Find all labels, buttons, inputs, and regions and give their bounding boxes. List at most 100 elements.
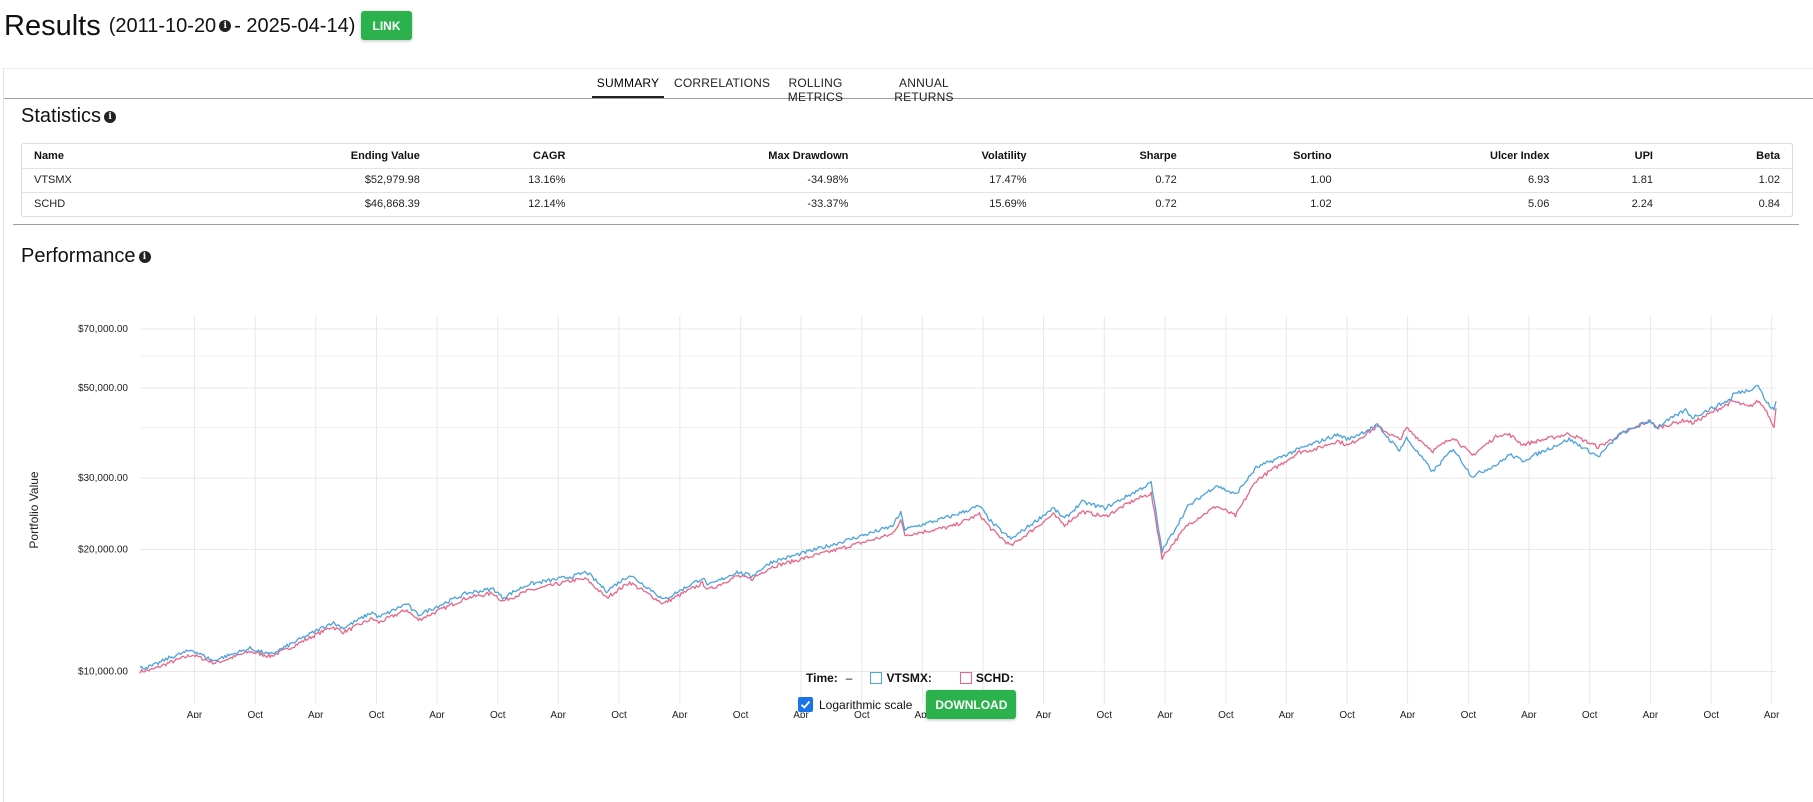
x-tick-label: Oct — [1218, 710, 1234, 718]
series-line-vtsmx — [139, 384, 1777, 670]
results-header: Results (2011-10-20 i - 2025-04-14) — [4, 8, 355, 44]
x-tick-label: Apr — [1157, 710, 1173, 718]
statistics-table: Name Ending Value CAGR Max Drawdown Vola… — [21, 143, 1793, 217]
results-card: SUMMARY CORRELATIONS ROLLING METRICS ANN… — [3, 68, 1813, 802]
x-tick-label: Apr — [187, 710, 203, 718]
download-button[interactable]: DOWNLOAD — [926, 690, 1017, 719]
column-header[interactable]: Ulcer Index — [1343, 144, 1562, 169]
y-tick-label: $30,000.00 — [78, 473, 128, 484]
section-divider — [13, 224, 1799, 225]
x-tick-label: Apr — [550, 710, 566, 718]
chart-legend: Time: – VTSMX: SCHD: — [806, 671, 1042, 685]
x-tick-label: Oct — [1461, 710, 1477, 718]
column-header[interactable]: Ending Value — [196, 144, 432, 169]
table-cell: 0.72 — [1155, 198, 1177, 211]
column-header[interactable]: Name — [22, 144, 197, 169]
performance-heading: Performance i — [21, 245, 154, 268]
date-range-start: (2011-10-20 — [108, 14, 217, 37]
tab-correlations[interactable]: CORRELATIONS — [674, 76, 771, 90]
info-icon[interactable]: i — [104, 110, 117, 123]
table-cell: 0.72 — [1038, 168, 1189, 193]
legend-swatch — [870, 672, 883, 684]
x-tick-label: Oct — [611, 710, 627, 718]
tab-summary[interactable]: SUMMARY — [592, 76, 664, 98]
x-tick-label: Apr — [308, 710, 324, 718]
legend-item-vtsmx[interactable]: VTSMX: — [870, 671, 932, 685]
link-button[interactable]: LINK — [361, 11, 412, 40]
table-cell: -33.37% — [807, 198, 849, 211]
check-icon — [800, 700, 811, 709]
y-tick-label: $70,000.00 — [78, 324, 128, 335]
page-title: Results — [4, 9, 101, 42]
table-cell: $46,868.39 — [364, 198, 420, 211]
statistics-title: Statistics — [21, 105, 102, 127]
date-range: (2011-10-20 i - 2025-04-14) — [109, 15, 356, 38]
y-axis-label: Portfolio Value — [27, 471, 41, 548]
chart-controls: Logarithmic scale DOWNLOAD — [798, 690, 1017, 719]
table-cell: 12.14% — [528, 198, 566, 211]
column-header[interactable]: UPI — [1561, 144, 1665, 169]
table-cell: 1.81 — [1561, 168, 1665, 193]
table-cell: 15.69% — [989, 198, 1027, 211]
log-scale-checkbox[interactable] — [798, 697, 813, 712]
column-header[interactable]: Max Drawdown — [577, 144, 861, 169]
statistics-heading: Statistics i — [21, 105, 119, 128]
tab-rolling-metrics[interactable]: ROLLING METRICS — [787, 76, 844, 104]
x-tick-label: Oct — [490, 710, 506, 718]
x-tick-label: Apr — [1521, 710, 1537, 718]
chart-grid — [140, 316, 1776, 704]
column-header[interactable]: CAGR — [431, 144, 578, 169]
x-tick-label: Oct — [1582, 710, 1598, 718]
date-range-end: - 2025-04-14) — [234, 14, 356, 37]
y-tick-label: $20,000.00 — [78, 544, 128, 555]
legend-label: VTSMX: — [886, 671, 932, 685]
table-cell: 17.47% — [860, 168, 1039, 193]
table-cell: 6.93 — [1343, 168, 1562, 193]
table-cell: 0.84 — [1758, 198, 1780, 211]
column-header[interactable]: Sharpe — [1038, 144, 1189, 169]
x-tick-label: Apr — [1643, 710, 1659, 718]
x-tick-label: Oct — [854, 710, 870, 718]
y-tick-label: $10,000.00 — [78, 666, 128, 677]
performance-title: Performance — [21, 245, 136, 267]
info-icon[interactable]: i — [138, 250, 151, 263]
x-tick-label: Apr — [1764, 710, 1780, 718]
table-cell: 1.02 — [1664, 168, 1792, 193]
x-tick-label: Apr — [793, 710, 809, 718]
x-tick-label: Oct — [733, 710, 749, 718]
x-tick-label: Apr — [915, 710, 931, 718]
x-tick-label: Apr — [672, 710, 688, 718]
info-icon[interactable]: i — [219, 20, 232, 32]
legend-item-schd[interactable]: SCHD: — [959, 671, 1014, 685]
x-tick-label: Apr — [1400, 710, 1416, 718]
x-tick-label: Apr — [429, 710, 445, 718]
table-row: SCHD $46,868.39 12.14% -33.37% 15.69% 0.… — [22, 192, 1792, 216]
y-tick-label: $50,000.00 — [78, 383, 128, 394]
tab-bar: SUMMARY CORRELATIONS ROLLING METRICS ANN… — [4, 69, 1813, 104]
table-cell: 13.16% — [431, 168, 578, 193]
column-header[interactable]: Beta — [1664, 144, 1792, 169]
table-header-row: Name Ending Value CAGR Max Drawdown Vola… — [22, 144, 1792, 169]
table-cell: 2.24 — [1631, 198, 1653, 211]
column-header[interactable]: Sortino — [1188, 144, 1344, 169]
legend-time-value: – — [845, 671, 853, 685]
column-header[interactable]: Volatility — [860, 144, 1039, 169]
x-tick-label: Apr — [1036, 710, 1052, 718]
tab-annual-returns[interactable]: ANNUAL RETURNS — [894, 76, 954, 104]
table-cell: $52,979.98 — [196, 168, 432, 193]
table-cell: 1.02 — [1310, 198, 1332, 211]
x-tick-label: Apr — [1279, 710, 1295, 718]
x-tick-label: Oct — [1339, 710, 1355, 718]
table-cell: -34.98% — [577, 168, 861, 193]
performance-chart[interactable]: $10,000.00 $20,000.00 $30,000.00 $50,000.00… — [0, 248, 1813, 718]
series-line-schd — [139, 399, 1777, 674]
chart-series — [139, 384, 1777, 674]
table-cell: 1.00 — [1188, 168, 1344, 193]
x-tick-label: Oct — [369, 710, 385, 718]
legend-swatch — [959, 672, 972, 684]
table-cell: VTSMX — [22, 168, 197, 193]
table-cell: SCHD — [34, 198, 66, 211]
log-scale-label[interactable]: Logarithmic scale — [819, 697, 913, 712]
legend-time: Time: – — [806, 671, 852, 685]
x-tick-label: Oct — [247, 710, 263, 718]
